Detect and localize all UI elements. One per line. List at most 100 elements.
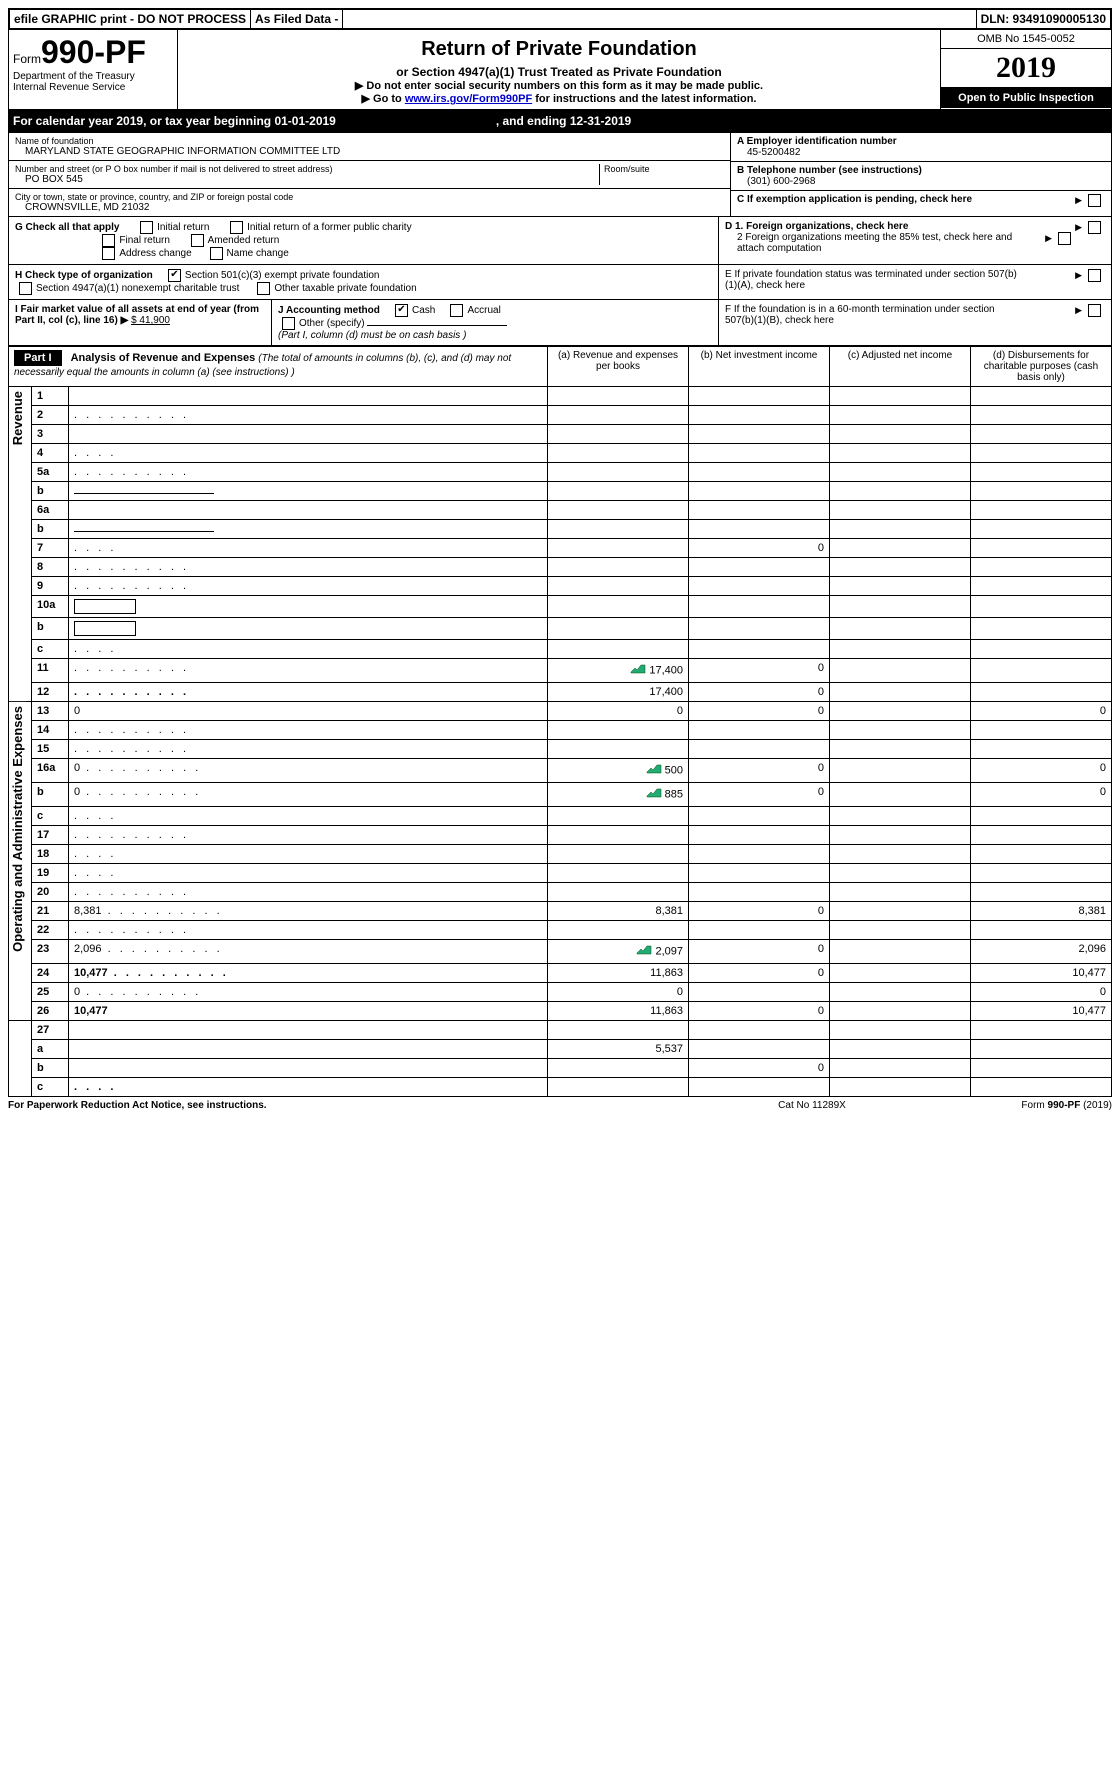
- row-desc: [69, 826, 548, 845]
- row-desc: 0: [69, 983, 548, 1002]
- g2-checkbox[interactable]: [230, 221, 243, 234]
- row-val-d: 8,381: [971, 902, 1112, 921]
- table-row: b0: [9, 1059, 1112, 1078]
- header-left: Form990-PF Department of the Treasury In…: [9, 30, 178, 109]
- row-num: 20: [32, 883, 69, 902]
- row-val-d: [971, 520, 1112, 539]
- row-num: 12: [32, 683, 69, 702]
- attach-icon: [646, 786, 662, 803]
- table-row: a5,537: [9, 1040, 1112, 1059]
- row-val-a: [548, 721, 689, 740]
- row-val-d: 10,477: [971, 964, 1112, 983]
- row-val-b: [689, 640, 830, 659]
- row-desc: [69, 425, 548, 444]
- row-num: 3: [32, 425, 69, 444]
- g1-checkbox[interactable]: [140, 221, 153, 234]
- row-val-c: [830, 463, 971, 482]
- j1-checkbox[interactable]: [395, 304, 408, 317]
- row-val-c: [830, 845, 971, 864]
- irs-label: Internal Revenue Service: [13, 82, 173, 93]
- d2-checkbox[interactable]: [1058, 232, 1071, 245]
- table-row: 3: [9, 425, 1112, 444]
- ein-label: A Employer identification number: [737, 136, 1105, 147]
- row-val-a: [548, 807, 689, 826]
- table-row: 2610,47711,863010,477: [9, 1002, 1112, 1021]
- tel-value: (301) 600-2968: [737, 176, 1105, 187]
- table-row: 70: [9, 539, 1112, 558]
- d1-checkbox[interactable]: [1088, 221, 1101, 234]
- g6-checkbox[interactable]: [210, 247, 223, 260]
- j3-checkbox[interactable]: [282, 317, 295, 330]
- row-num: b: [32, 520, 69, 539]
- row-desc: [69, 387, 548, 406]
- row-val-b: [689, 983, 830, 1002]
- g3-checkbox[interactable]: [102, 234, 115, 247]
- row-val-a: 2,097: [548, 940, 689, 964]
- table-row: 22: [9, 921, 1112, 940]
- c-label: C If exemption application is pending, c…: [737, 194, 972, 205]
- row-val-c: [830, 596, 971, 618]
- row-val-d: [971, 826, 1112, 845]
- table-row: 9: [9, 577, 1112, 596]
- row-num: 19: [32, 864, 69, 883]
- row-val-d: [971, 387, 1112, 406]
- row-desc: [69, 577, 548, 596]
- row-val-b: [689, 807, 830, 826]
- f-checkbox[interactable]: [1088, 304, 1101, 317]
- row-val-c: [830, 520, 971, 539]
- row-desc: 10,477: [69, 1002, 548, 1021]
- row-val-b: [689, 558, 830, 577]
- row-val-c: [830, 864, 971, 883]
- row-val-b: 0: [689, 964, 830, 983]
- table-row: b: [9, 520, 1112, 539]
- row-val-b: 0: [689, 783, 830, 807]
- row-val-b: [689, 921, 830, 940]
- g5-checkbox[interactable]: [102, 247, 115, 260]
- e-checkbox[interactable]: [1088, 269, 1101, 282]
- row-val-d: 0: [971, 759, 1112, 783]
- row-desc: [69, 501, 548, 520]
- row-val-d: [971, 883, 1112, 902]
- g4-checkbox[interactable]: [191, 234, 204, 247]
- row-val-b: [689, 387, 830, 406]
- row-val-b: [689, 883, 830, 902]
- row-val-b: [689, 1078, 830, 1097]
- table-row: 19: [9, 864, 1112, 883]
- row-num: 5a: [32, 463, 69, 482]
- section-label: Operating and Administrative Expenses: [9, 702, 26, 956]
- row-val-d: [971, 501, 1112, 520]
- h1-checkbox[interactable]: [168, 269, 181, 282]
- c-checkbox[interactable]: [1088, 194, 1101, 207]
- footer-left: For Paperwork Reduction Act Notice, see …: [8, 1100, 712, 1111]
- row-val-a: 500: [548, 759, 689, 783]
- ein-value: 45-5200482: [737, 147, 1105, 158]
- table-row: 20: [9, 883, 1112, 902]
- row-val-d: [971, 482, 1112, 501]
- form-header: Form990-PF Department of the Treasury In…: [8, 30, 1112, 110]
- row-desc: [69, 520, 548, 539]
- h3-checkbox[interactable]: [257, 282, 270, 295]
- row-val-d: [971, 640, 1112, 659]
- row-val-c: [830, 721, 971, 740]
- row-val-b: 0: [689, 539, 830, 558]
- row-val-a: [548, 618, 689, 640]
- row-val-a: [548, 740, 689, 759]
- row-num: 8: [32, 558, 69, 577]
- row-val-a: 17,400: [548, 659, 689, 683]
- foundation-city: CROWNSVILLE, MD 21032: [15, 202, 724, 213]
- row-val-d: [971, 463, 1112, 482]
- h2-checkbox[interactable]: [19, 282, 32, 295]
- e-label: E If private foundation status was termi…: [725, 269, 1025, 291]
- row-val-b: 0: [689, 1059, 830, 1078]
- row-val-c: [830, 940, 971, 964]
- row-num: 6a: [32, 501, 69, 520]
- row-val-c: [830, 1059, 971, 1078]
- part1-badge: Part I: [14, 350, 62, 366]
- row-val-d: [971, 721, 1112, 740]
- row-num: 2: [32, 406, 69, 425]
- table-row: 4: [9, 444, 1112, 463]
- j2-checkbox[interactable]: [450, 304, 463, 317]
- irs-link[interactable]: www.irs.gov/Form990PF: [405, 93, 532, 105]
- row-val-b: [689, 596, 830, 618]
- row-num: 18: [32, 845, 69, 864]
